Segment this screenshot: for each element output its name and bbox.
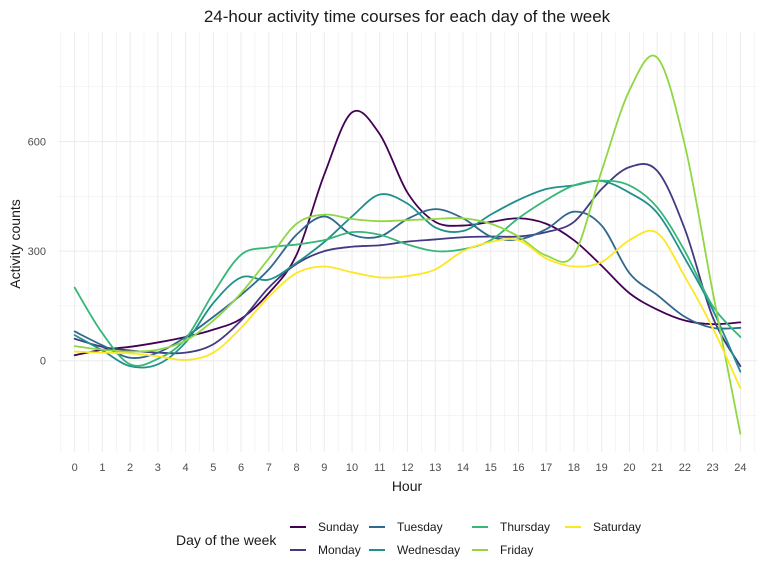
x-tick-label: 1 [99,462,105,474]
y-tick-label: 0 [40,356,46,368]
x-tick-label: 20 [623,462,635,474]
legend-label-saturday: Saturday [593,520,641,534]
series-line-tuesday [73,208,742,359]
legend-label-monday: Monday [318,543,361,557]
grid [58,32,757,452]
x-axis-title: Hour [392,478,423,494]
x-tick-label: 0 [72,462,78,474]
legend-title: Day of the week [176,532,277,548]
series-line-friday [73,54,742,435]
series-line-wednesday [73,179,742,373]
x-tick-label: 23 [706,462,718,474]
x-tick-label: 11 [374,462,385,474]
legend-label-thursday: Thursday [500,520,550,534]
x-tick-label: 12 [401,462,413,474]
x-tick-label: 21 [651,462,663,474]
legend-label-wednesday: Wednesday [397,543,460,557]
y-tick-labels: 0 300 600 [28,137,46,368]
x-tick-label: 8 [293,462,299,474]
x-tick-label: 18 [568,462,580,474]
legend-label-friday: Friday [500,543,533,557]
series-lines [73,54,742,435]
x-tick-label: 3 [155,462,161,474]
x-tick-label: 22 [679,462,691,474]
x-tick-label: 17 [540,462,552,474]
x-tick-label: 4 [183,462,189,474]
y-tick-label: 600 [28,137,46,149]
x-tick-label: 2 [127,462,133,474]
x-tick-label: 6 [238,462,244,474]
x-tick-label: 16 [512,462,524,474]
x-tick-label: 10 [346,462,358,474]
legend-label-tuesday: Tuesday [397,520,443,534]
legend: Day of the week Sunday Monday Tuesday Wedne… [176,520,641,557]
chart-title: 24-hour activity time courses for each d… [204,7,611,26]
y-tick-label: 300 [28,246,46,258]
x-tick-label: 7 [266,462,272,474]
x-tick-label: 14 [457,462,469,474]
x-tick-label: 13 [429,462,441,474]
x-tick-label: 5 [210,462,216,474]
series-line-thursday [73,179,742,367]
x-tick-label: 9 [321,462,327,474]
y-axis-title: Activity counts [7,199,23,288]
x-tick-label: 24 [734,462,746,474]
x-tick-label: 15 [485,462,497,474]
x-tick-labels: 0 1 2 3 4 5 6 7 8 9 10 11 12 13 14 15 16 17 18 19 20 21 22 23 24 [72,462,747,474]
legend-label-sunday: Sunday [318,520,359,534]
x-tick-label: 19 [596,462,608,474]
series-line-saturday [73,229,742,389]
series-line-monday [73,163,742,368]
